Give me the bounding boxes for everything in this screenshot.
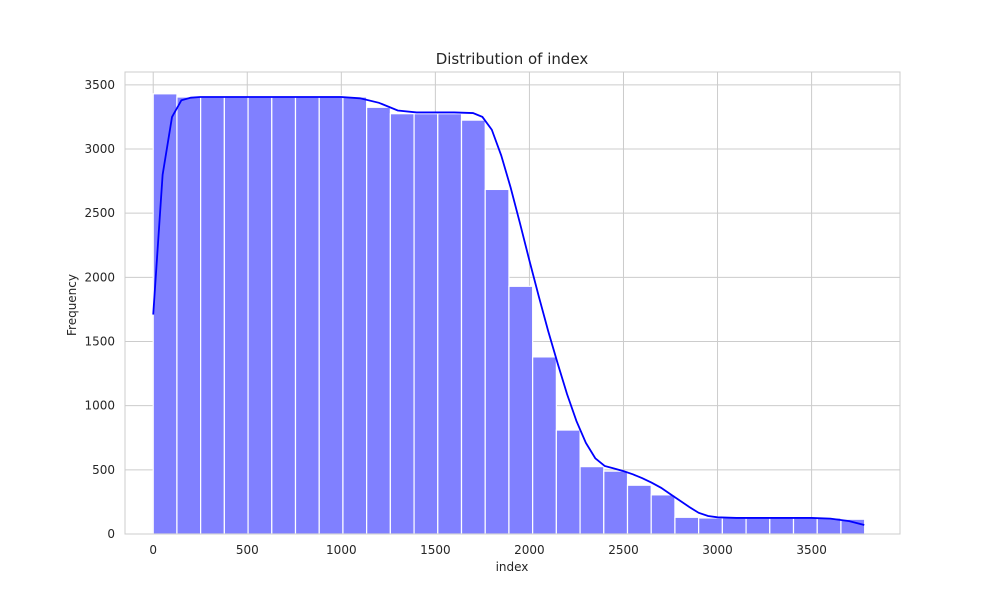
x-axis-label: index (496, 560, 529, 574)
histogram-bar (294, 96, 320, 535)
histogram-bar (247, 96, 273, 535)
histogram-bar (176, 96, 202, 535)
histogram-bar (200, 96, 225, 535)
y-tick-label: 3500 (84, 78, 115, 92)
x-tick-label: 2500 (608, 543, 639, 557)
histogram-bar (366, 106, 391, 535)
y-tick-label: 0 (107, 527, 115, 541)
y-axis-label: Frequency (65, 274, 79, 336)
histogram-bars (152, 93, 866, 535)
x-tick-label: 1500 (420, 543, 451, 557)
y-tick-label: 2500 (84, 206, 115, 220)
y-tick-labels: 0 500 1000 1500 2000 2500 3000 3500 (84, 78, 115, 541)
histogram-bar (271, 96, 297, 535)
x-tick-label: 2000 (514, 543, 545, 557)
histogram-bar (484, 188, 510, 535)
histogram-bar (650, 494, 676, 535)
y-tick-label: 1000 (84, 399, 115, 413)
x-tick-label: 3500 (796, 543, 827, 557)
y-tick-label: 3000 (84, 142, 115, 156)
kde-curve (152, 96, 865, 526)
histogram-bar (698, 517, 723, 535)
histogram-bar (626, 484, 652, 535)
x-tick-labels: 0 500 1000 1500 2000 2500 3000 3500 (149, 543, 826, 557)
histogram-bar (460, 119, 486, 535)
histogram-bar (769, 517, 795, 535)
histogram-bar (437, 113, 463, 535)
histogram-bar (792, 517, 818, 535)
x-tick-label: 0 (149, 543, 157, 557)
histogram-bar (674, 516, 700, 535)
x-tick-label: 3000 (702, 543, 733, 557)
x-tick-label: 500 (236, 543, 259, 557)
plot-frame (124, 71, 901, 535)
histogram-bar (603, 470, 629, 535)
chart-title: Distribution of index (436, 50, 589, 68)
histogram-bar (389, 113, 415, 535)
y-tick-label: 500 (92, 463, 115, 477)
histogram-bar (318, 95, 344, 535)
histogram-bar (223, 96, 249, 535)
histogram-bar (555, 429, 581, 535)
histogram-bar (413, 113, 439, 535)
histogram-bar (508, 285, 534, 535)
histogram-bar (721, 517, 747, 535)
y-tick-label: 2000 (84, 270, 115, 284)
histogram-bar (532, 356, 557, 535)
histogram-bar (579, 466, 605, 535)
x-tick-label: 1000 (326, 543, 357, 557)
histogram-bar (342, 96, 368, 535)
y-tick-label: 1500 (84, 335, 115, 349)
histogram-bar (745, 517, 771, 535)
